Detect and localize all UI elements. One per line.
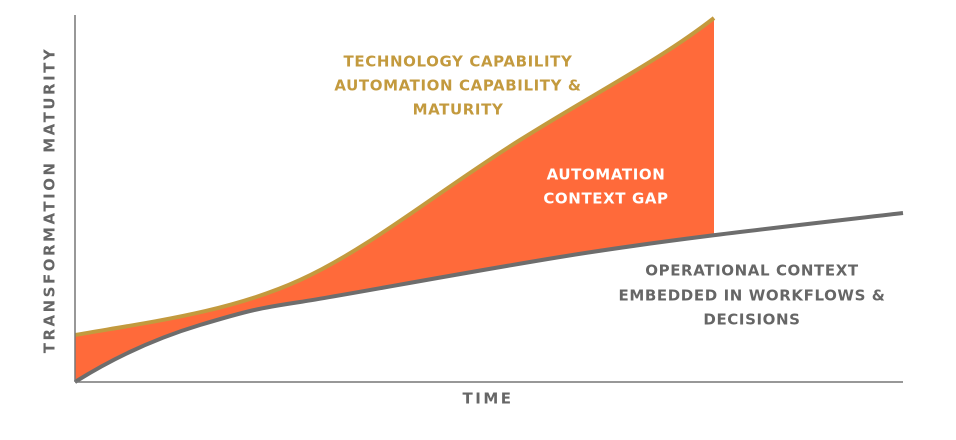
gap-label: CONTEXT GAP <box>543 190 668 208</box>
capability-label: MATURITY <box>413 101 504 119</box>
below-context-area <box>75 213 903 440</box>
context-label: EMBEDDED IN WORKFLOWS & <box>619 287 886 305</box>
x-axis-label: TIME <box>463 390 514 408</box>
context-label: DECISIONS <box>703 311 800 329</box>
y-axis-label: TRANSFORMATION MATURITY <box>41 47 59 354</box>
gap-label: AUTOMATION <box>547 166 666 184</box>
context-label: OPERATIONAL CONTEXT <box>645 262 859 280</box>
capability-curve <box>74 16 716 337</box>
context-curve <box>73 211 904 384</box>
capability-label: TECHNOLOGY CAPABILITY <box>344 53 573 71</box>
capability-label: AUTOMATION CAPABILITY & <box>334 77 581 95</box>
